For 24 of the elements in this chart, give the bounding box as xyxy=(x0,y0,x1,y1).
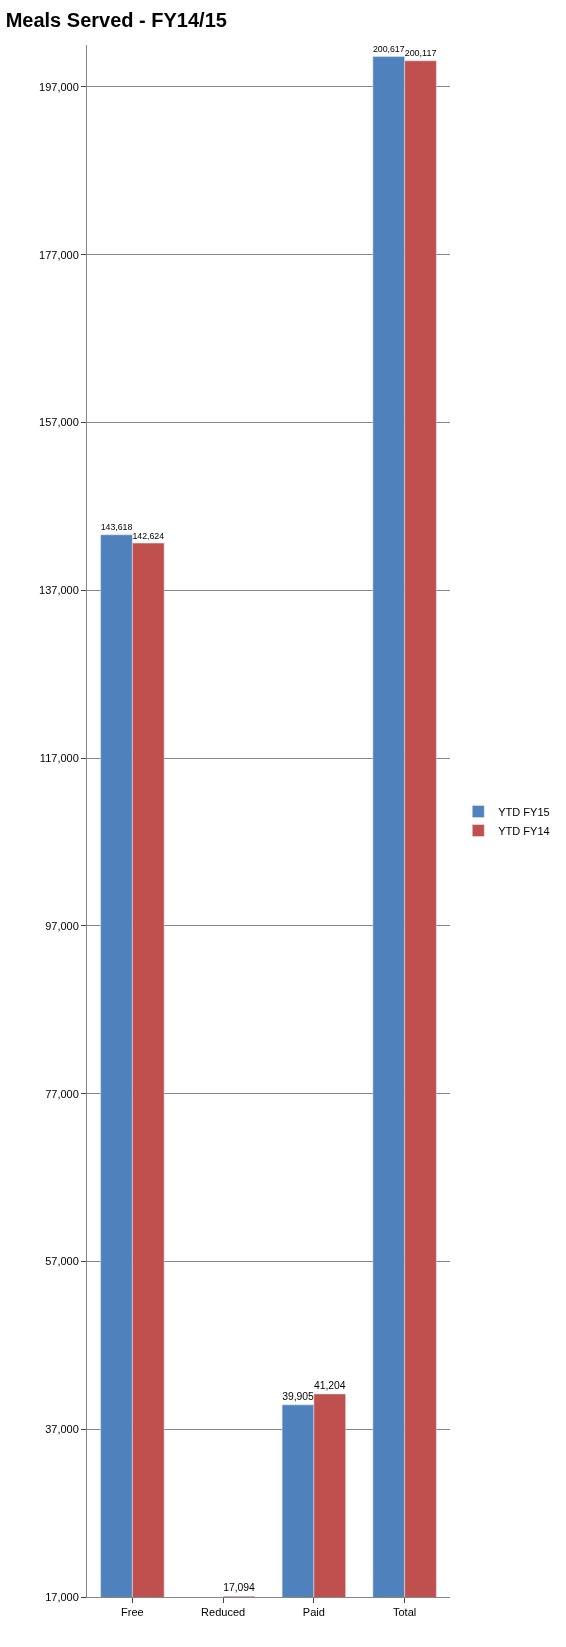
data-label: 143,618 xyxy=(100,522,133,533)
chart-title: Meals Served - FY14/15 xyxy=(5,9,227,32)
data-label: 200,617 xyxy=(372,44,405,54)
y-tick-label: 177,000 xyxy=(39,248,79,261)
y-tick-label: 117,000 xyxy=(39,751,79,764)
x-tick-label: Reduced xyxy=(201,1606,246,1619)
y-tick-label: 157,000 xyxy=(39,416,79,429)
y-tick-label: 17,000 xyxy=(45,1590,79,1603)
data-label: 39,905 xyxy=(282,1390,315,1402)
data-label: 200,117 xyxy=(404,48,437,59)
legend-label: YTD FY15 xyxy=(498,805,550,818)
y-tick-label: 77,000 xyxy=(45,1087,79,1100)
x-tick-label: Paid xyxy=(302,1606,325,1619)
y-tick-label: 97,000 xyxy=(45,919,79,932)
y-tick-label: 197,000 xyxy=(39,80,79,93)
y-tick-label: 37,000 xyxy=(45,1423,79,1436)
x-tick-label: Free xyxy=(121,1606,144,1619)
data-label: 41,204 xyxy=(313,1380,346,1392)
y-tick-label: 137,000 xyxy=(39,584,79,597)
y-tick-label: 57,000 xyxy=(45,1255,79,1268)
legend-label: YTD FY14 xyxy=(498,824,550,837)
data-label: 17,094 xyxy=(223,1582,256,1594)
x-tick-label: Total xyxy=(393,1606,417,1619)
data-label: 142,624 xyxy=(132,530,165,541)
